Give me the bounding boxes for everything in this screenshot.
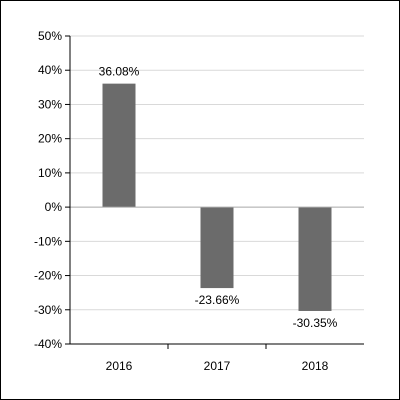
bar-2017 <box>200 207 234 289</box>
bar-2016 <box>102 83 136 208</box>
y-tick-label: -30% <box>34 303 62 317</box>
axis-layer <box>65 35 364 349</box>
x-tick-label: 2016 <box>106 359 133 373</box>
data-label-2018: -30.35% <box>293 316 338 330</box>
y-tick-label: 0% <box>45 200 63 214</box>
y-tick-label: 10% <box>38 166 62 180</box>
y-tick-label: -20% <box>34 269 62 283</box>
x-tick-label: 2017 <box>204 359 231 373</box>
y-tick-label: 30% <box>38 97 62 111</box>
data-label-2017: -23.66% <box>195 293 240 307</box>
x-tick-label: 2018 <box>302 359 329 373</box>
y-tick-label: 40% <box>38 63 62 77</box>
y-tick-label: -10% <box>34 234 62 248</box>
y-tick-label: 20% <box>38 132 62 146</box>
bar-2018 <box>298 207 332 311</box>
y-tick-label: -40% <box>34 337 62 351</box>
data-label-2016: 36.08% <box>99 65 140 79</box>
y-tick-label: 50% <box>38 29 62 43</box>
label-layer: 50% 40% 30% 20% 10% 0% -10% -20% -30% -40% 36.08% 2… <box>34 29 338 373</box>
bar-layer <box>102 83 332 311</box>
